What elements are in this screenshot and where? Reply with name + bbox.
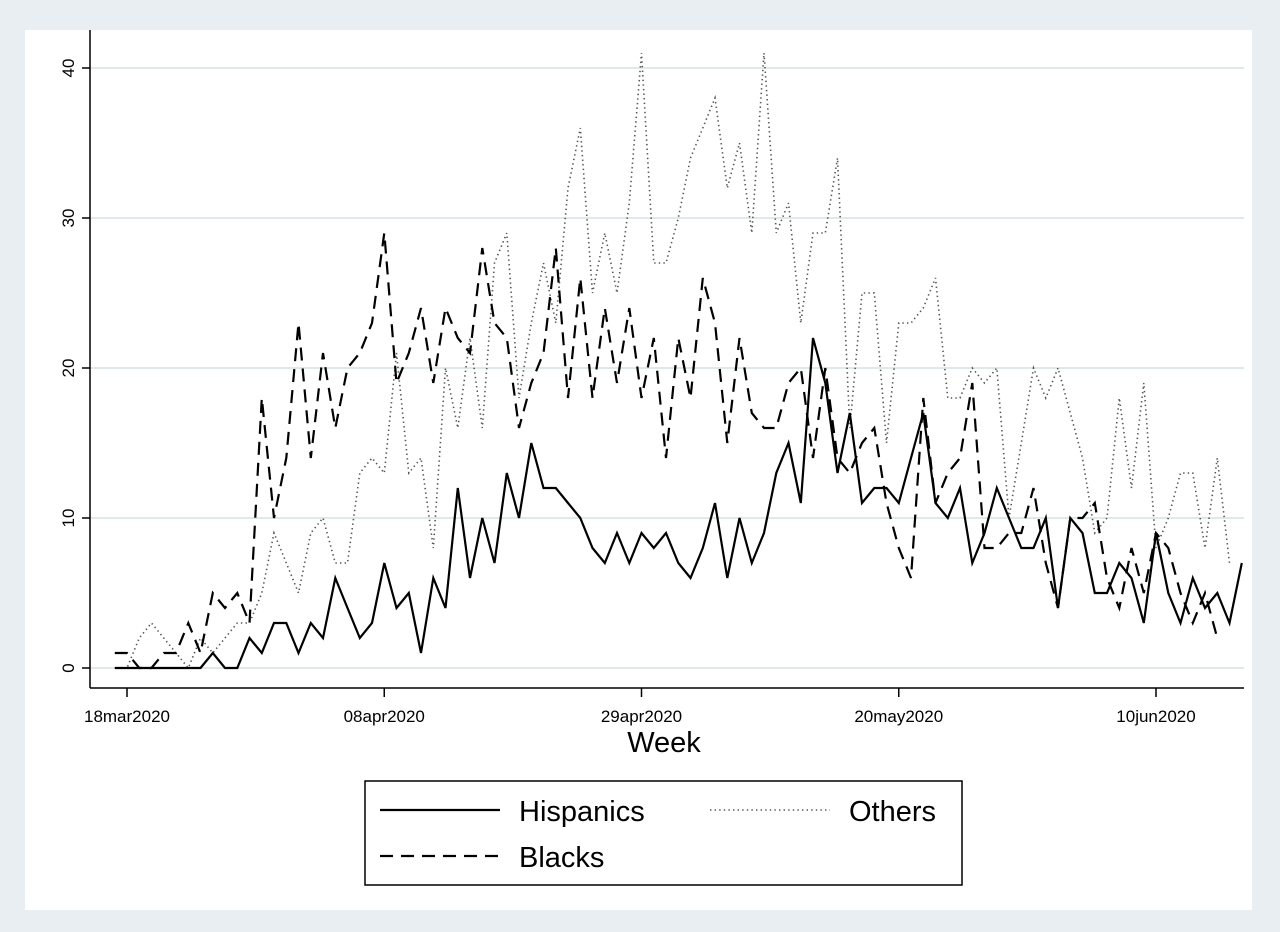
x-tick-label-08apr2020: 08apr2020 [344, 707, 425, 726]
x-tick-label-20may2020: 20may2020 [854, 707, 943, 726]
legend-label-others: Others [849, 796, 936, 828]
x-axis-title: Week [627, 727, 701, 759]
y-tick-label-10: 10 [59, 509, 78, 528]
y-tick-label-0: 0 [59, 663, 78, 672]
legend-label-hispanics: Hispanics [519, 796, 645, 828]
y-ticks: 0 10 20 30 40 [59, 59, 90, 673]
gridlines [90, 67, 1244, 669]
x-tick-label-18mar2020: 18mar2020 [84, 707, 170, 726]
legend: Hispanics Others Blacks [364, 780, 963, 886]
x-ticks: 18mar2020 08apr2020 29apr2020 20may2020 10ju… [84, 688, 1196, 726]
y-tick-label-20: 20 [59, 359, 78, 378]
x-tick-label-10jun2020: 10jun2020 [1116, 707, 1195, 726]
legend-box [364, 780, 963, 886]
series-lines [114, 52, 1243, 670]
legend-label-blacks: Blacks [519, 842, 604, 874]
series-line-others [114, 52, 1231, 670]
x-tick-label-29apr2020: 29apr2020 [601, 707, 682, 726]
series-line-blacks [114, 232, 1219, 670]
axes [89, 30, 1244, 689]
plot-panel [25, 30, 1252, 910]
y-tick-label-40: 40 [59, 59, 78, 78]
series-line-hispanics [114, 337, 1243, 670]
y-tick-label-30: 30 [59, 209, 78, 228]
